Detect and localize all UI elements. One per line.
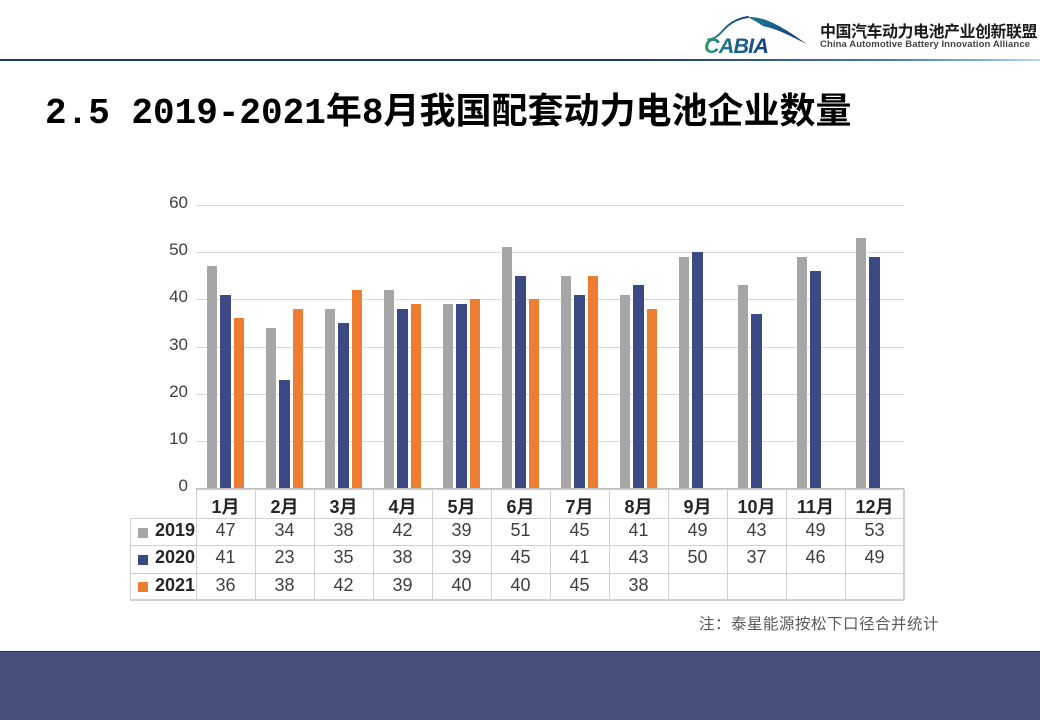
svg-text:CABIA: CABIA bbox=[704, 34, 768, 56]
